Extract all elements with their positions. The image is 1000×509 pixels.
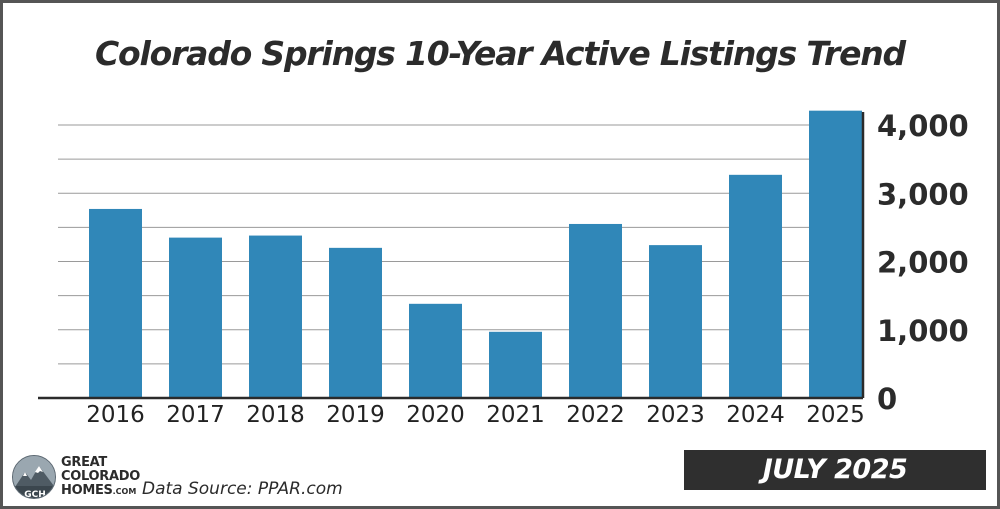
y-tick-label: 2,000 xyxy=(877,246,969,280)
badge-text: GCH xyxy=(24,490,46,499)
data-source: Data Source: PPAR.com xyxy=(142,479,343,499)
x-tick-label: 2017 xyxy=(166,402,225,428)
bar-2017 xyxy=(169,237,222,398)
brand-line-2: COLORADO xyxy=(61,469,140,484)
x-tick-label: 2025 xyxy=(806,402,865,428)
x-tick-label: 2018 xyxy=(246,402,305,428)
month-label: JULY 2025 xyxy=(684,450,986,490)
brand-wordmark: GREAT COLORADO HOMES.COM xyxy=(61,456,140,499)
bar-2024 xyxy=(729,174,782,398)
brand-line-3: HOMES xyxy=(61,483,113,498)
y-tick-label: 4,000 xyxy=(877,109,969,143)
x-tick-label: 2023 xyxy=(646,402,705,428)
bar-2021 xyxy=(489,331,542,398)
y-tick-labels: 0 1,000 2,000 3,000 4,000 xyxy=(877,109,969,416)
bar-2019 xyxy=(329,247,382,398)
axes xyxy=(38,112,865,400)
y-tick-label: 1,000 xyxy=(877,314,969,348)
bar-2022 xyxy=(569,223,622,398)
bar-2016 xyxy=(89,208,142,398)
bars xyxy=(89,110,862,398)
x-tick-label: 2024 xyxy=(726,402,785,428)
x-tick-label: 2022 xyxy=(566,402,625,428)
brand-suffix: .COM xyxy=(112,487,137,496)
brand-line-1: GREAT xyxy=(61,455,107,470)
brand-logo-icon: GCH xyxy=(12,455,56,499)
x-tick-label: 2020 xyxy=(406,402,465,428)
x-tick-label: 2019 xyxy=(326,402,385,428)
bar-2025 xyxy=(809,110,862,398)
x-tick-label: 2021 xyxy=(486,402,545,428)
y-tick-label: 3,000 xyxy=(877,177,969,211)
x-tick-labels: 2016 2017 2018 2019 2020 2021 2022 2023 2024 2025 xyxy=(86,402,865,428)
chart-title: Colorado Springs 10-Year Active Listings… xyxy=(95,34,906,73)
y-tick-label: 0 xyxy=(877,382,897,416)
bar-2018 xyxy=(249,235,302,398)
bar-2023 xyxy=(649,245,702,398)
x-tick-label: 2016 xyxy=(86,402,145,428)
bar-2020 xyxy=(409,303,462,398)
